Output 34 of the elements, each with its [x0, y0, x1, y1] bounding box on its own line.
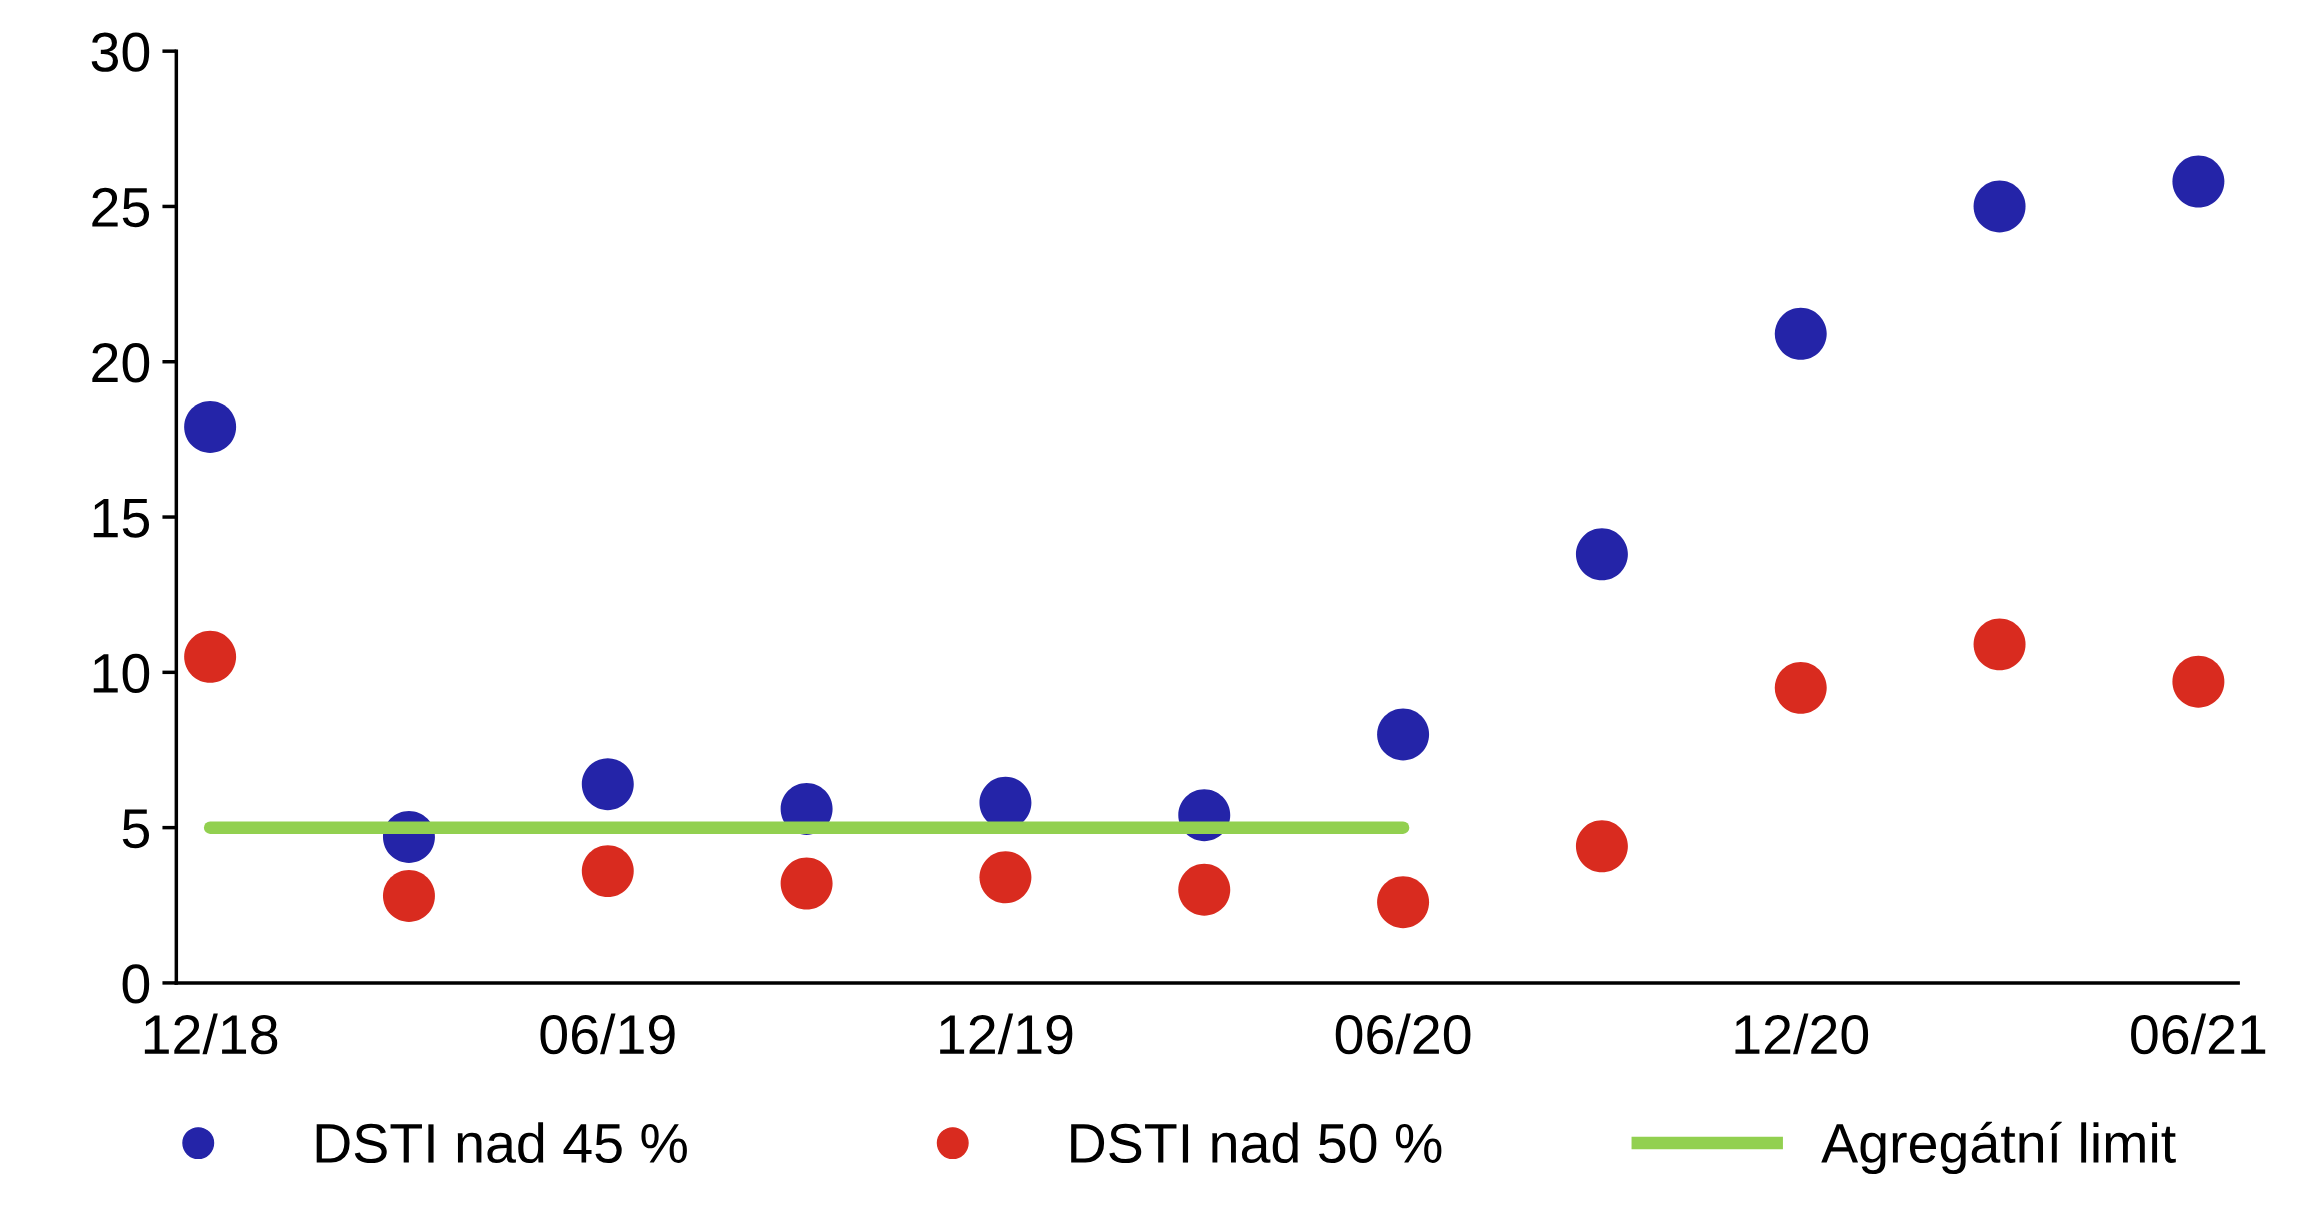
y-tick-label: 20: [92, 343, 150, 383]
legend-label: DSTI nad 45 %: [316, 1122, 687, 1164]
x-tick-label: 06/21: [2131, 1013, 2266, 1055]
point: [2172, 155, 2225, 208]
x-tick-label: 06/19: [540, 1013, 675, 1055]
x-tick-label: 12/18: [144, 1013, 278, 1055]
y-tick-label: 25: [92, 187, 150, 228]
y-tick-label: 10: [93, 653, 150, 694]
point: [780, 857, 833, 910]
point: [1377, 708, 1430, 761]
point: [1973, 180, 2026, 233]
x-tick-label: 12/19: [940, 1013, 1073, 1055]
point: [1774, 661, 1827, 714]
point: [184, 400, 237, 453]
point: [1377, 876, 1430, 929]
point: [979, 851, 1032, 904]
legend-label: DSTI nad 50 %: [1071, 1122, 1442, 1164]
point: [1575, 820, 1628, 873]
point: [1973, 618, 2026, 671]
point: [581, 845, 634, 898]
point: [382, 869, 435, 922]
y-tick-label: 15: [93, 498, 150, 538]
y-tick-label: 5: [122, 809, 150, 849]
x-tick-label: 12/20: [1735, 1013, 1869, 1055]
point: [1178, 863, 1231, 916]
point: [2172, 655, 2225, 708]
x-tick-label: 06/20: [1335, 1013, 1471, 1055]
legend-label: Agregátní limit: [1821, 1121, 2176, 1175]
point: [581, 758, 634, 811]
point: [1774, 307, 1827, 360]
point: [184, 630, 237, 683]
point: [1575, 528, 1628, 581]
y-tick-label: 0: [122, 964, 150, 1004]
y-tick-label: 30: [91, 32, 150, 72]
